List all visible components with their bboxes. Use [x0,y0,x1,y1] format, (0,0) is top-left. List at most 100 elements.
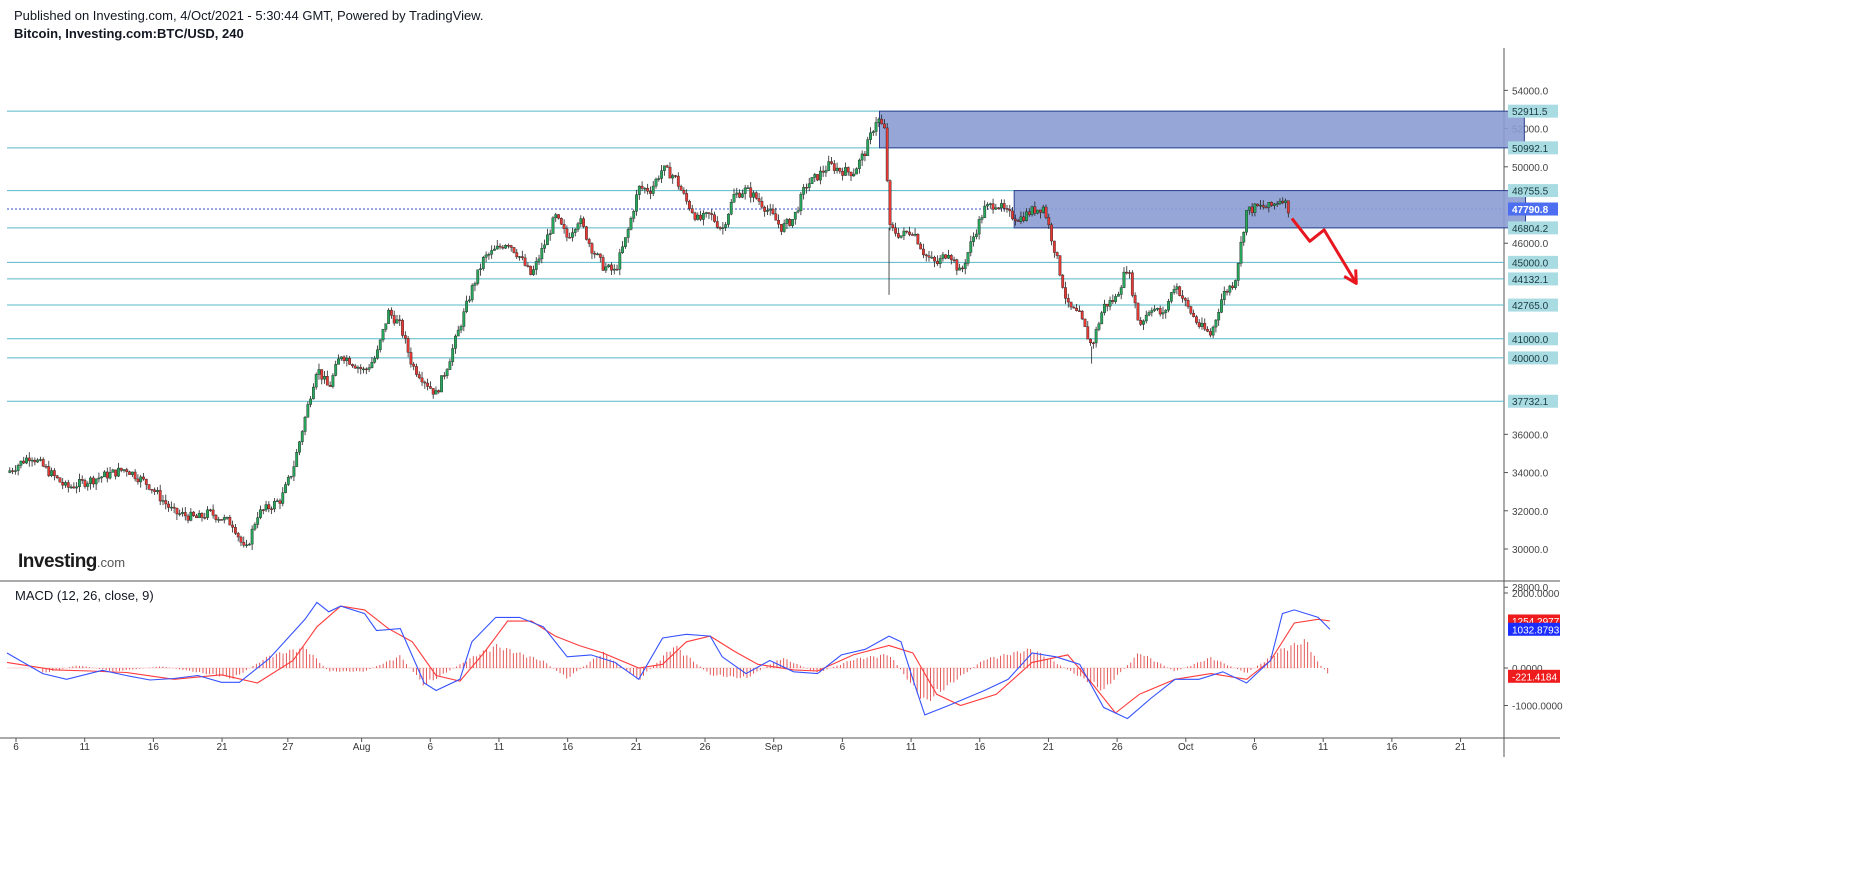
published-info: Published on Investing.com, 4/Oct/2021 -… [14,8,484,23]
candle [924,254,928,257]
candle [935,260,939,265]
x-tick-label: 26 [699,742,711,753]
y-tick-label: 50000.0 [1512,163,1549,174]
candle [275,500,279,502]
candle [195,515,198,519]
x-tick-label: 27 [282,742,294,753]
candle [515,252,519,258]
candle [933,256,936,262]
candle [189,511,193,521]
candle [142,476,145,480]
candle [1158,308,1162,315]
candle [947,255,950,259]
candle [1242,232,1246,243]
candle [557,214,560,219]
candle [41,459,45,467]
candle [147,484,151,490]
candle [161,500,165,502]
candle [713,214,716,222]
candle [479,268,482,270]
candle [150,489,154,491]
candle [576,223,580,230]
candle [164,500,168,505]
candle [969,241,973,253]
candle [1044,206,1048,218]
candle [618,252,622,270]
candle [214,514,218,520]
price-level-badge [1508,141,1558,155]
candle [234,527,237,534]
candle [774,213,778,221]
candle [328,384,332,387]
candle [334,364,338,376]
candle [832,163,836,171]
candle [676,175,680,187]
candle [1108,300,1112,307]
candle [883,123,886,129]
candle [646,187,650,192]
candle [1002,203,1006,209]
candle [1195,316,1198,323]
candle [955,259,959,271]
candle [86,483,90,487]
price-level-label: 45000.0 [1512,258,1549,269]
supply-zone[interactable] [1013,190,1527,229]
chart-title: Bitcoin, Investing.com:BTC/USD, 240 [14,26,244,41]
candle [428,386,432,389]
candle [554,214,558,219]
candle [1220,299,1223,313]
candle [685,193,689,202]
candle [810,177,814,184]
candle [289,475,293,478]
candle [406,338,410,353]
candle [785,219,789,224]
candle [267,504,271,509]
candle [1091,342,1095,345]
candle [916,234,920,245]
candle [178,513,182,515]
candle [1281,200,1285,204]
candle [559,217,563,225]
candle [1069,301,1073,308]
candle [245,544,248,547]
candle [1150,310,1154,313]
y-tick-label: 28000.0 [1512,583,1549,594]
candle [58,477,62,483]
candle [768,208,772,211]
candle [1008,209,1012,212]
candle [431,388,435,395]
candle [1286,200,1290,214]
candle [1167,301,1170,311]
candle [1264,206,1268,209]
candle [874,122,878,132]
candle [587,239,591,244]
candle [788,219,792,226]
projection-arrow[interactable] [1290,217,1358,285]
candle [793,211,797,220]
candle [1111,300,1115,302]
candle [579,218,583,224]
candle [470,285,474,301]
candle [373,358,377,363]
candle [997,207,1001,209]
candle [952,259,956,261]
x-tick-label: Aug [353,742,371,753]
candle [1208,331,1212,336]
candle [830,161,833,164]
candle [292,466,296,477]
candle [715,221,719,228]
candle [582,218,585,227]
supply-zone[interactable] [878,110,1525,149]
candle [192,511,196,516]
x-tick-label: 11 [79,742,90,753]
candle [604,266,608,271]
candle [83,480,87,487]
candle [543,244,547,249]
candle [367,367,371,370]
candle [537,258,541,262]
candle [532,269,535,275]
candle [19,460,23,466]
candle [197,513,201,519]
candle [866,139,870,156]
